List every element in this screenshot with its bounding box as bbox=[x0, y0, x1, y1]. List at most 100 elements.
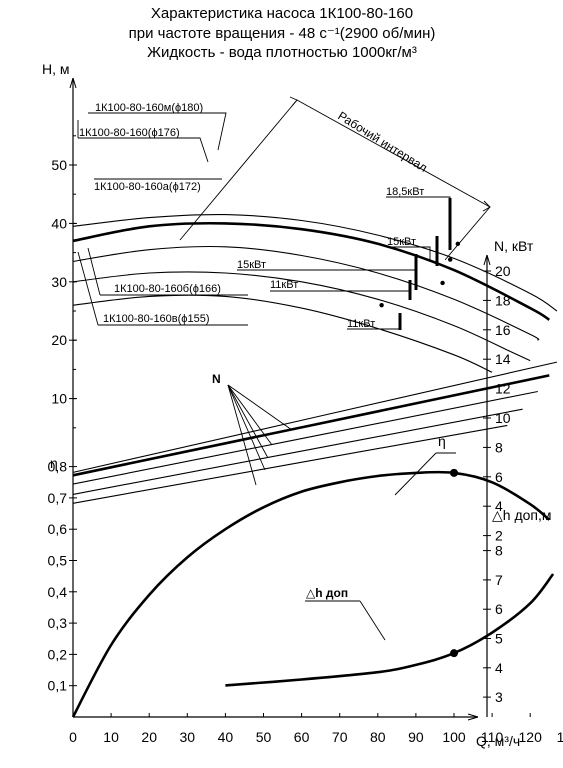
power-leader-0 bbox=[227, 384, 293, 431]
power-leader-3 bbox=[227, 384, 266, 471]
work-interval-right-line bbox=[444, 206, 491, 261]
leader-160b-diag bbox=[87, 247, 101, 296]
x-tick-label: 110 bbox=[481, 729, 504, 745]
motor-leader-0 bbox=[386, 196, 451, 220]
npsh-tick-label: 3 bbox=[495, 689, 503, 705]
motor-leader-2 bbox=[237, 269, 416, 285]
eta-tick-label: 0,3 bbox=[48, 615, 68, 631]
ticks-group: 0 10 20 30 40 50 60 70 80 90 100 110 120 130 10 20 30 40 5… bbox=[48, 135, 563, 745]
x-tick-label: 50 bbox=[256, 729, 272, 745]
npsh-marker bbox=[450, 649, 458, 658]
work-interval-top-line bbox=[296, 99, 491, 208]
npsh-curve bbox=[225, 573, 555, 687]
power-line-4 bbox=[72, 424, 508, 504]
eta-axis-label: η bbox=[50, 455, 58, 471]
n-tick-label: 14 bbox=[495, 351, 511, 367]
series-label-160: 1К100-80-160(ϕ176) bbox=[79, 127, 180, 139]
npsh-axis-label: △h доп,м bbox=[492, 507, 552, 523]
npsh-leader-diag bbox=[359, 600, 386, 641]
n-tick-label: 6 bbox=[495, 469, 503, 485]
right-axis-arrow-l bbox=[483, 254, 488, 266]
x-tick-label: 0 bbox=[69, 729, 77, 745]
annotations-group: 1К100-80-160м(ϕ180) 1К100-80-160(ϕ176) 1… bbox=[77, 96, 491, 641]
head-duty-point bbox=[440, 280, 445, 286]
eta-tick-label: 0,1 bbox=[48, 678, 68, 694]
motor-leader-3 bbox=[270, 290, 411, 300]
series-label-160a: 1К100-80-160а(ϕ172) bbox=[94, 181, 201, 193]
motor-leader-1 bbox=[387, 246, 431, 262]
left-axis-arrow-l bbox=[69, 77, 74, 89]
npsh-tick-label: 4 bbox=[495, 660, 503, 676]
eta-tick-label: 0,5 bbox=[48, 553, 68, 569]
head-duty-point bbox=[379, 302, 384, 308]
motor-label-11-b: 11кВт bbox=[347, 318, 375, 330]
series-group bbox=[71, 213, 558, 718]
head-curve-3 bbox=[72, 271, 531, 362]
x-tick-label: 20 bbox=[141, 729, 157, 745]
axes-group bbox=[69, 77, 491, 721]
x-tick-label: 70 bbox=[332, 729, 348, 745]
efficiency-marker bbox=[450, 468, 458, 477]
h-tick-label: 50 bbox=[51, 157, 67, 173]
eta-tick-label: 0,7 bbox=[48, 490, 68, 506]
n-tick-label: 4 bbox=[495, 498, 503, 514]
power-leader-2 bbox=[227, 384, 269, 459]
power-line-0 bbox=[72, 361, 558, 473]
head-curve-0 bbox=[72, 213, 558, 312]
work-interval-arrow-2 bbox=[482, 200, 491, 212]
title-line-2: при частоте вращения - 48 с⁻¹(2900 об/ми… bbox=[129, 25, 436, 42]
head-curve-4 bbox=[72, 294, 493, 373]
x-tick-label: 100 bbox=[442, 729, 466, 745]
x-tick-label: 80 bbox=[370, 729, 386, 745]
x-tick-label: 90 bbox=[408, 729, 424, 745]
power-leader-4 bbox=[227, 384, 257, 486]
h-tick-label: 30 bbox=[51, 274, 67, 290]
x-tick-label: 30 bbox=[180, 729, 196, 745]
x-axis-label: Q, м³/ч bbox=[476, 733, 520, 749]
efficiency-leader-diag bbox=[394, 452, 437, 496]
motor-label-11-a: 11кВт bbox=[270, 279, 298, 291]
x-tick-label: 130 bbox=[557, 729, 563, 745]
eta-tick-label: 0,6 bbox=[48, 521, 68, 537]
leader-160m bbox=[88, 112, 227, 151]
h-tick-label: 20 bbox=[51, 332, 67, 348]
x-tick-label: 120 bbox=[519, 729, 543, 745]
x-tick-label: 40 bbox=[218, 729, 234, 745]
power-leader-1 bbox=[227, 384, 273, 446]
power-line-1 bbox=[72, 374, 550, 477]
head-duty-point bbox=[455, 241, 461, 247]
x-tick-label: 10 bbox=[103, 729, 119, 745]
motor-label-15-b: 15кВт bbox=[237, 259, 266, 271]
power-line-2 bbox=[72, 390, 538, 485]
x-axis-arrow-u bbox=[467, 713, 479, 718]
efficiency-curve bbox=[71, 470, 551, 718]
h-tick-label: 40 bbox=[51, 215, 67, 231]
npsh-tick-label: 7 bbox=[495, 572, 503, 588]
npsh-label: △h доп bbox=[306, 586, 348, 600]
n-tick-label: 16 bbox=[495, 322, 511, 338]
eta-tick-label: 0,2 bbox=[48, 646, 68, 662]
work-interval-left-line bbox=[179, 99, 298, 241]
series-label-160v: 1К100-80-160в(ϕ155) bbox=[103, 313, 209, 325]
motor-label-18-5: 18,5кВт bbox=[386, 186, 424, 198]
power-label: N bbox=[212, 372, 221, 386]
power-line-3 bbox=[72, 408, 523, 495]
series-label-160m: 1К100-80-160м(ϕ180) bbox=[95, 102, 203, 114]
head-curve-2 bbox=[72, 245, 540, 341]
work-interval-label: Рабочий интервал bbox=[335, 109, 429, 175]
head-duty-point bbox=[447, 257, 453, 262]
h-tick-label: 10 bbox=[51, 391, 67, 407]
eta-tick-label: 0,4 bbox=[48, 584, 68, 600]
npsh-tick-label: 5 bbox=[495, 631, 503, 647]
x-axis-arrow-d bbox=[467, 716, 479, 721]
npsh-tick-label: 6 bbox=[495, 601, 503, 617]
left-axis-arrow-r bbox=[72, 77, 77, 89]
efficiency-label: η bbox=[438, 433, 446, 449]
n-tick-label: 2 bbox=[495, 528, 503, 544]
title-line-3: Жидкость - вода плотностью 1000кг/м³ bbox=[147, 44, 417, 61]
work-interval-arrow-1 bbox=[289, 96, 298, 107]
series-label-160b: 1К100-80-160б(ϕ166) bbox=[114, 283, 221, 295]
n-tick-label: 20 bbox=[495, 263, 511, 279]
n-axis-label: N, кВт bbox=[494, 238, 534, 254]
